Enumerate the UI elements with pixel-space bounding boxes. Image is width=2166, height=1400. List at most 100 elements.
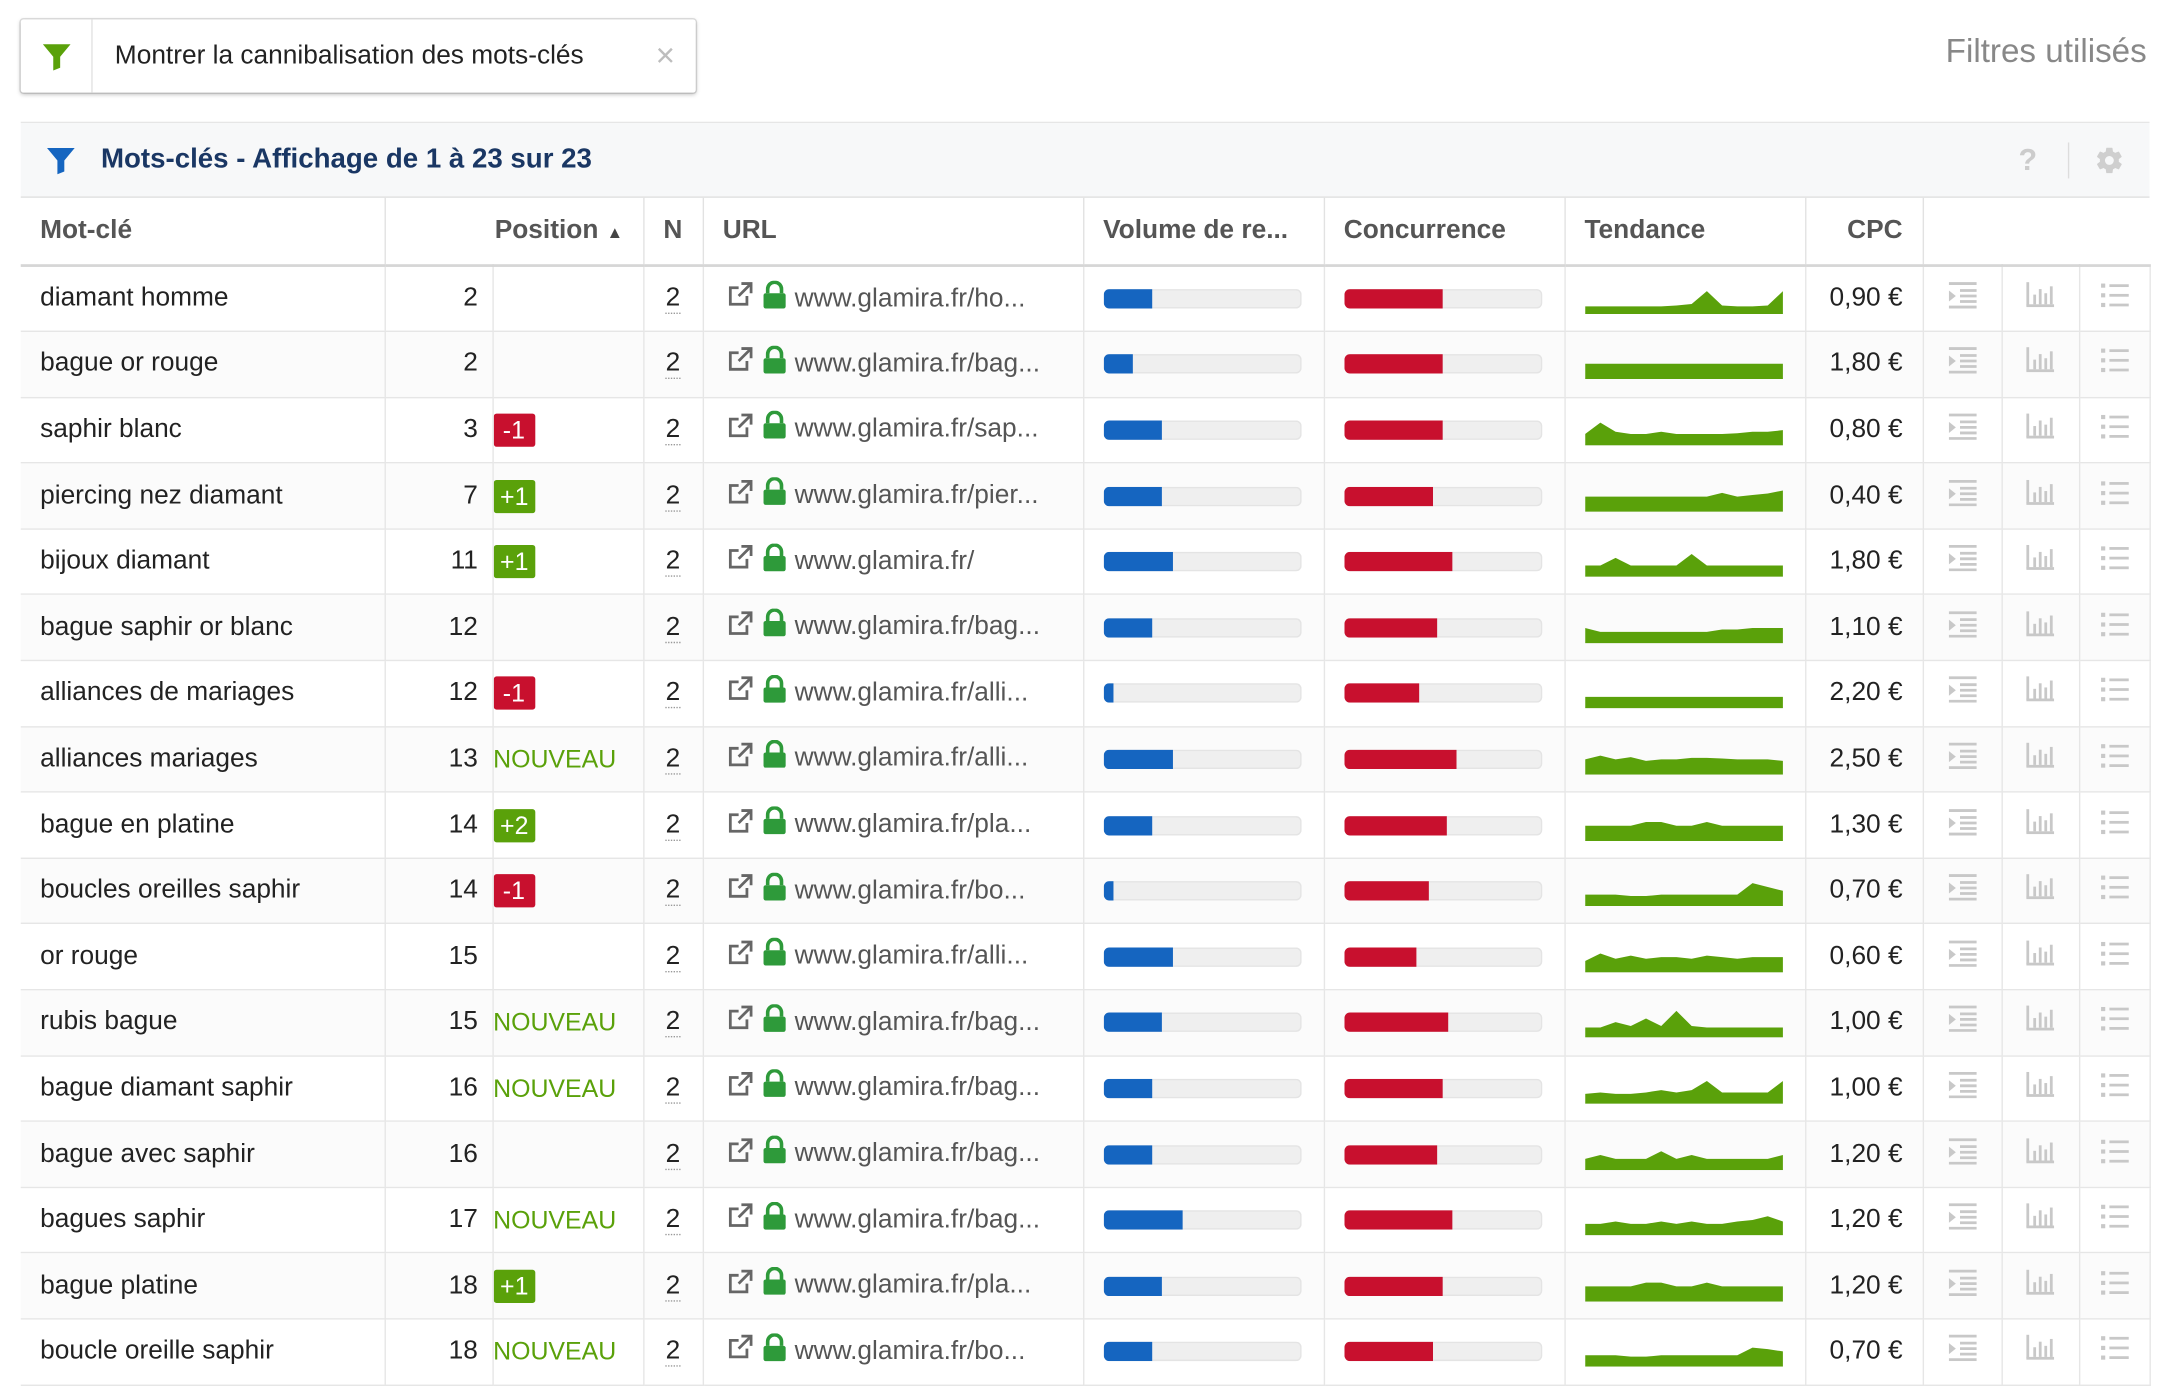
external-link-icon[interactable] <box>725 675 753 711</box>
external-link-icon[interactable] <box>725 741 753 777</box>
keyword-cell[interactable]: alliances mariages <box>20 726 386 793</box>
list-button[interactable] <box>2078 265 2151 333</box>
keyword-details-button[interactable] <box>1922 989 2003 1057</box>
external-link-icon[interactable] <box>725 1334 753 1370</box>
n-cell[interactable]: 2 <box>643 858 704 925</box>
keyword-cell[interactable]: rubis bague <box>20 989 386 1057</box>
n-cell[interactable]: 2 <box>643 1253 704 1320</box>
cannibalization-filter-chip[interactable]: Montrer la cannibalisation des mots-clés… <box>20 19 696 93</box>
column-header-cpc[interactable]: CPC <box>1805 197 1924 267</box>
keyword-cell[interactable]: or rouge <box>20 923 386 991</box>
n-value[interactable]: 2 <box>665 941 681 973</box>
keyword-details-button[interactable] <box>1922 1318 2003 1386</box>
url-link[interactable]: www.glamira.fr/alli... <box>794 941 1029 971</box>
chart-button[interactable] <box>2001 1121 2080 1188</box>
list-button[interactable] <box>2078 1121 2151 1188</box>
n-cell[interactable]: 2 <box>643 1187 704 1254</box>
list-button[interactable] <box>2078 1055 2151 1123</box>
keyword-details-button[interactable] <box>1922 594 2003 662</box>
chart-button[interactable] <box>2001 726 2080 793</box>
n-cell[interactable]: 2 <box>643 1055 704 1123</box>
n-value[interactable]: 2 <box>665 612 681 643</box>
url-link[interactable]: www.glamira.fr/ho... <box>794 283 1026 313</box>
keyword-details-button[interactable] <box>1922 265 2003 333</box>
chart-button[interactable] <box>2001 1253 2080 1320</box>
n-value[interactable]: 2 <box>665 283 681 315</box>
chart-button[interactable] <box>2001 923 2080 991</box>
external-link-icon[interactable] <box>725 1202 753 1238</box>
n-cell[interactable]: 2 <box>643 528 704 596</box>
list-button[interactable] <box>2078 792 2151 859</box>
keyword-details-button[interactable] <box>1922 528 2003 596</box>
list-button[interactable] <box>2078 463 2151 530</box>
keyword-cell[interactable]: bague or rouge <box>20 331 386 398</box>
chart-button[interactable] <box>2001 1318 2080 1386</box>
column-header-trend[interactable]: Tendance <box>1564 197 1806 267</box>
keyword-details-button[interactable] <box>1922 726 2003 793</box>
n-cell[interactable]: 2 <box>643 265 704 333</box>
url-link[interactable]: www.glamira.fr/ <box>794 546 975 576</box>
n-value[interactable]: 2 <box>665 480 681 512</box>
n-cell[interactable]: 2 <box>643 463 704 530</box>
external-link-icon[interactable] <box>725 346 753 382</box>
url-link[interactable]: www.glamira.fr/bag... <box>794 1073 1041 1103</box>
keyword-details-button[interactable] <box>1922 331 2003 398</box>
url-link[interactable]: www.glamira.fr/bag... <box>794 612 1041 642</box>
chart-button[interactable] <box>2001 660 2080 728</box>
url-link[interactable]: www.glamira.fr/bo... <box>794 1336 1026 1366</box>
external-link-icon[interactable] <box>725 939 753 975</box>
column-header-keyword[interactable]: Mot-clé <box>20 197 386 267</box>
filter-icon[interactable] <box>21 145 101 175</box>
chart-button[interactable] <box>2001 528 2080 596</box>
n-value[interactable]: 2 <box>665 349 681 380</box>
n-cell[interactable]: 2 <box>643 1121 704 1188</box>
chart-button[interactable] <box>2001 792 2080 859</box>
chart-button[interactable] <box>2001 858 2080 925</box>
n-cell[interactable]: 2 <box>643 660 704 728</box>
n-value[interactable]: 2 <box>665 1336 681 1368</box>
external-link-icon[interactable] <box>725 807 753 843</box>
url-link[interactable]: www.glamira.fr/bag... <box>794 1204 1041 1234</box>
n-value[interactable]: 2 <box>665 678 681 709</box>
keyword-cell[interactable]: bague en platine <box>20 792 386 859</box>
list-button[interactable] <box>2078 1187 2151 1254</box>
chart-button[interactable] <box>2001 331 2080 398</box>
keyword-cell[interactable]: bague diamant saphir <box>20 1055 386 1123</box>
n-cell[interactable]: 2 <box>643 594 704 662</box>
column-header-position[interactable]: Position ▲ <box>384 197 644 267</box>
list-button[interactable] <box>2078 989 2151 1057</box>
keyword-cell[interactable]: saphir blanc <box>20 397 386 464</box>
keyword-cell[interactable]: boucles oreilles saphir <box>20 858 386 925</box>
keyword-details-button[interactable] <box>1922 397 2003 464</box>
n-value[interactable]: 2 <box>665 1204 681 1236</box>
column-header-competition[interactable]: Concurrence <box>1323 197 1566 267</box>
n-cell[interactable]: 2 <box>643 1318 704 1386</box>
column-header-n[interactable]: N <box>643 197 704 267</box>
gear-icon[interactable] <box>2069 145 2149 175</box>
url-link[interactable]: www.glamira.fr/bo... <box>794 875 1026 905</box>
chart-button[interactable] <box>2001 594 2080 662</box>
list-button[interactable] <box>2078 923 2151 991</box>
external-link-icon[interactable] <box>725 1136 753 1172</box>
external-link-icon[interactable] <box>725 873 753 909</box>
url-link[interactable]: www.glamira.fr/bag... <box>794 1139 1041 1169</box>
n-cell[interactable]: 2 <box>643 726 704 793</box>
n-value[interactable]: 2 <box>665 1073 681 1104</box>
column-header-volume[interactable]: Volume de re... <box>1083 197 1325 267</box>
close-icon[interactable]: × <box>655 36 676 75</box>
url-link[interactable]: www.glamira.fr/pla... <box>794 1270 1032 1300</box>
n-value[interactable]: 2 <box>665 546 681 578</box>
list-button[interactable] <box>2078 594 2151 662</box>
external-link-icon[interactable] <box>725 1070 753 1106</box>
keyword-details-button[interactable] <box>1922 923 2003 991</box>
url-link[interactable]: www.glamira.fr/bag... <box>794 349 1041 379</box>
external-link-icon[interactable] <box>725 1268 753 1304</box>
chart-button[interactable] <box>2001 397 2080 464</box>
external-link-icon[interactable] <box>725 610 753 646</box>
n-value[interactable]: 2 <box>665 414 681 446</box>
url-link[interactable]: www.glamira.fr/bag... <box>794 1007 1041 1037</box>
url-link[interactable]: www.glamira.fr/alli... <box>794 678 1029 708</box>
external-link-icon[interactable] <box>725 1005 753 1041</box>
chart-button[interactable] <box>2001 463 2080 530</box>
list-button[interactable] <box>2078 331 2151 398</box>
